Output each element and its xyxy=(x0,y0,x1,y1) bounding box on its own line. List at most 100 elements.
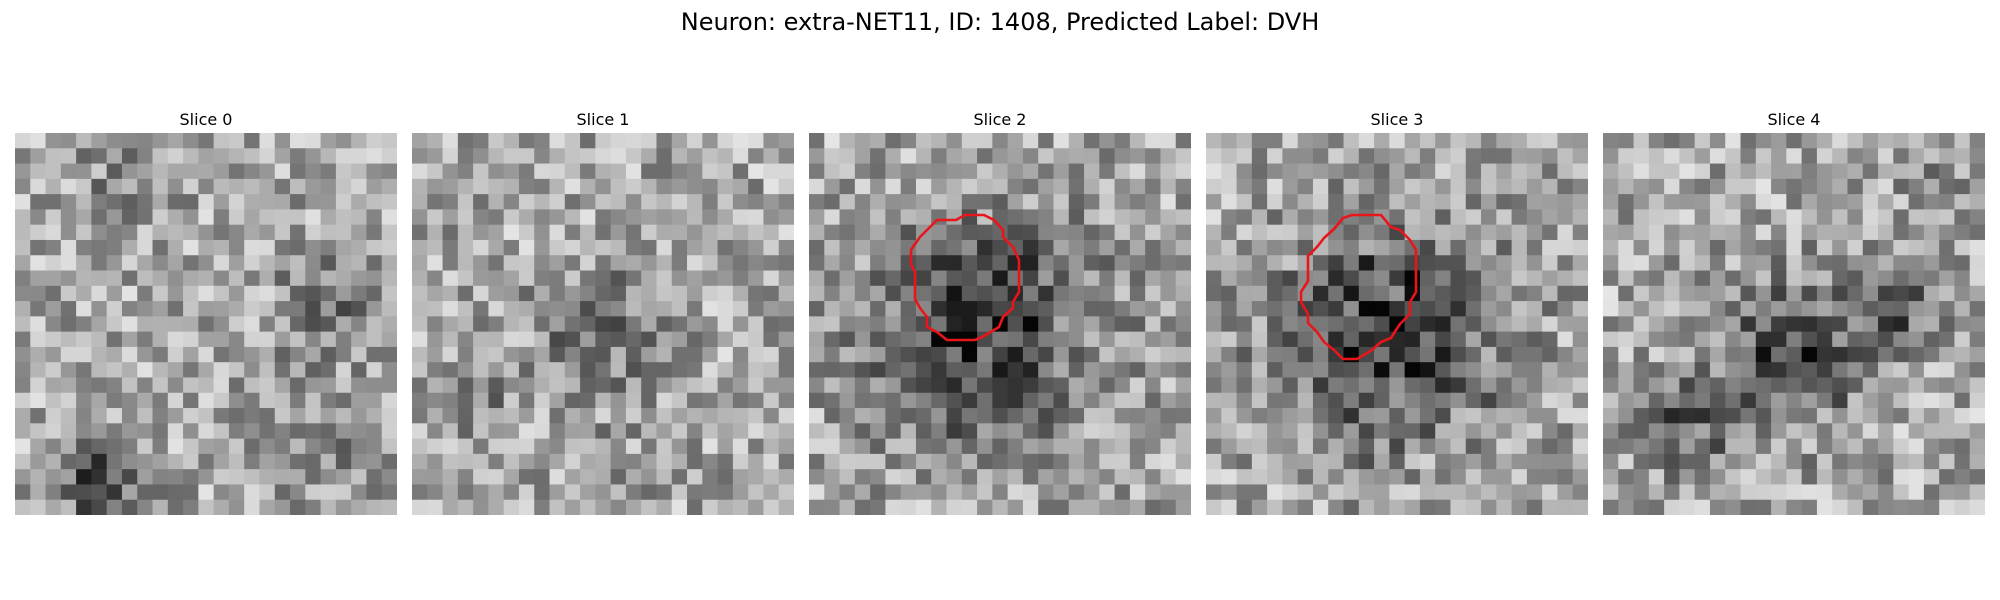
pixel-cell xyxy=(1618,453,1635,470)
pixel-cell xyxy=(198,224,215,241)
pixel-cell xyxy=(717,408,734,424)
pixel-cell xyxy=(30,438,47,455)
pixel-cell xyxy=(1862,148,1879,165)
pixel-cell xyxy=(1435,331,1452,348)
pixel-cell xyxy=(1862,499,1879,515)
pixel-cell xyxy=(1007,133,1024,149)
pixel-cell xyxy=(1267,346,1283,363)
pixel-cell xyxy=(1404,346,1421,363)
pixel-cell xyxy=(1542,484,1559,501)
pixel-cell xyxy=(183,270,199,287)
pixel-cell xyxy=(305,194,322,210)
pixel-cell xyxy=(641,423,658,440)
pixel-cell xyxy=(167,178,184,195)
pixel-cell xyxy=(1251,408,1268,424)
pixel-cell xyxy=(824,239,841,256)
pixel-cell xyxy=(1954,346,1971,363)
pixel-cell xyxy=(274,163,291,180)
pixel-cell xyxy=(595,331,612,348)
pixel-cell xyxy=(259,301,276,317)
pixel-cell xyxy=(1862,423,1879,440)
pixel-cell xyxy=(1664,362,1680,379)
pixel-cell xyxy=(76,163,92,180)
pixel-cell xyxy=(91,469,108,486)
pixel-cell xyxy=(488,133,505,149)
pixel-cell xyxy=(992,453,1009,470)
pixel-cell xyxy=(1939,239,1956,256)
pixel-cell xyxy=(717,499,734,515)
pixel-cell xyxy=(900,423,917,440)
pixel-cell xyxy=(1572,408,1588,424)
pixel-cell xyxy=(1251,224,1268,241)
pixel-cell xyxy=(1755,178,1772,195)
pixel-cell xyxy=(870,133,886,149)
pixel-cell xyxy=(702,270,719,287)
pixel-cell xyxy=(1206,301,1222,317)
pixel-cell xyxy=(977,148,993,165)
pixel-cell xyxy=(1923,408,1940,424)
pixel-cell xyxy=(900,148,917,165)
pixel-cell xyxy=(1404,423,1421,440)
slice-panel-1: Slice 1 xyxy=(412,110,794,515)
pixel-cell xyxy=(290,224,306,241)
pixel-cell xyxy=(1419,133,1436,149)
slice-panel-3: Slice 3 xyxy=(1206,110,1588,515)
pixel-cell xyxy=(977,392,993,409)
pixel-cell xyxy=(1251,148,1268,165)
pixel-cell xyxy=(1145,346,1162,363)
pixel-cell xyxy=(228,178,245,195)
pixel-cell xyxy=(1633,239,1650,256)
pixel-cell xyxy=(1084,316,1100,333)
pixel-cell xyxy=(198,331,215,348)
pixel-cell xyxy=(1954,255,1971,272)
pixel-cell xyxy=(1084,423,1100,440)
pixel-cell xyxy=(1572,285,1588,302)
pixel-cell xyxy=(1893,209,1910,226)
pixel-cell xyxy=(183,239,199,256)
pixel-cell xyxy=(1893,285,1910,302)
pixel-cell xyxy=(1816,316,1833,333)
pixel-cell xyxy=(351,255,368,272)
pixel-cell xyxy=(183,377,199,394)
pixel-cell xyxy=(503,423,520,440)
pixel-cell xyxy=(1084,209,1100,226)
pixel-cell xyxy=(1801,423,1818,440)
pixel-cell xyxy=(1389,316,1406,333)
pixel-cell xyxy=(1007,178,1024,195)
pixel-cell xyxy=(1878,316,1894,333)
pixel-cell xyxy=(503,270,520,287)
pixel-cell xyxy=(1694,301,1711,317)
pixel-cell xyxy=(1603,163,1619,180)
pixel-cell xyxy=(671,255,688,272)
pixel-cell xyxy=(1740,163,1757,180)
pixel-cell xyxy=(1145,423,1162,440)
pixel-cell xyxy=(1312,469,1329,486)
pixel-cell xyxy=(1435,270,1452,287)
pixel-cell xyxy=(1343,194,1360,210)
pixel-cell xyxy=(1282,484,1299,501)
pixel-cell xyxy=(1374,392,1390,409)
pixel-cell xyxy=(1709,408,1726,424)
pixel-cell xyxy=(1267,255,1283,272)
pixel-cell xyxy=(412,316,428,333)
pixel-cell xyxy=(457,362,474,379)
pixel-cell xyxy=(366,316,383,333)
pixel-cell xyxy=(45,362,62,379)
pixel-cell xyxy=(30,178,47,195)
pixel-cell xyxy=(320,301,337,317)
pixel-cell xyxy=(244,484,261,501)
pixel-cell xyxy=(870,453,886,470)
pixel-cell xyxy=(1801,469,1818,486)
pixel-cell xyxy=(137,453,154,470)
pixel-cell xyxy=(1114,484,1131,501)
pixel-cell xyxy=(1740,178,1757,195)
pixel-cell xyxy=(259,392,276,409)
pixel-cell xyxy=(259,346,276,363)
pixel-cell xyxy=(1221,438,1238,455)
pixel-cell xyxy=(1160,362,1177,379)
pixel-cell xyxy=(473,285,489,302)
pixel-cell xyxy=(687,301,703,317)
pixel-cell xyxy=(91,362,108,379)
pixel-cell xyxy=(809,438,825,455)
pixel-cell xyxy=(885,438,902,455)
